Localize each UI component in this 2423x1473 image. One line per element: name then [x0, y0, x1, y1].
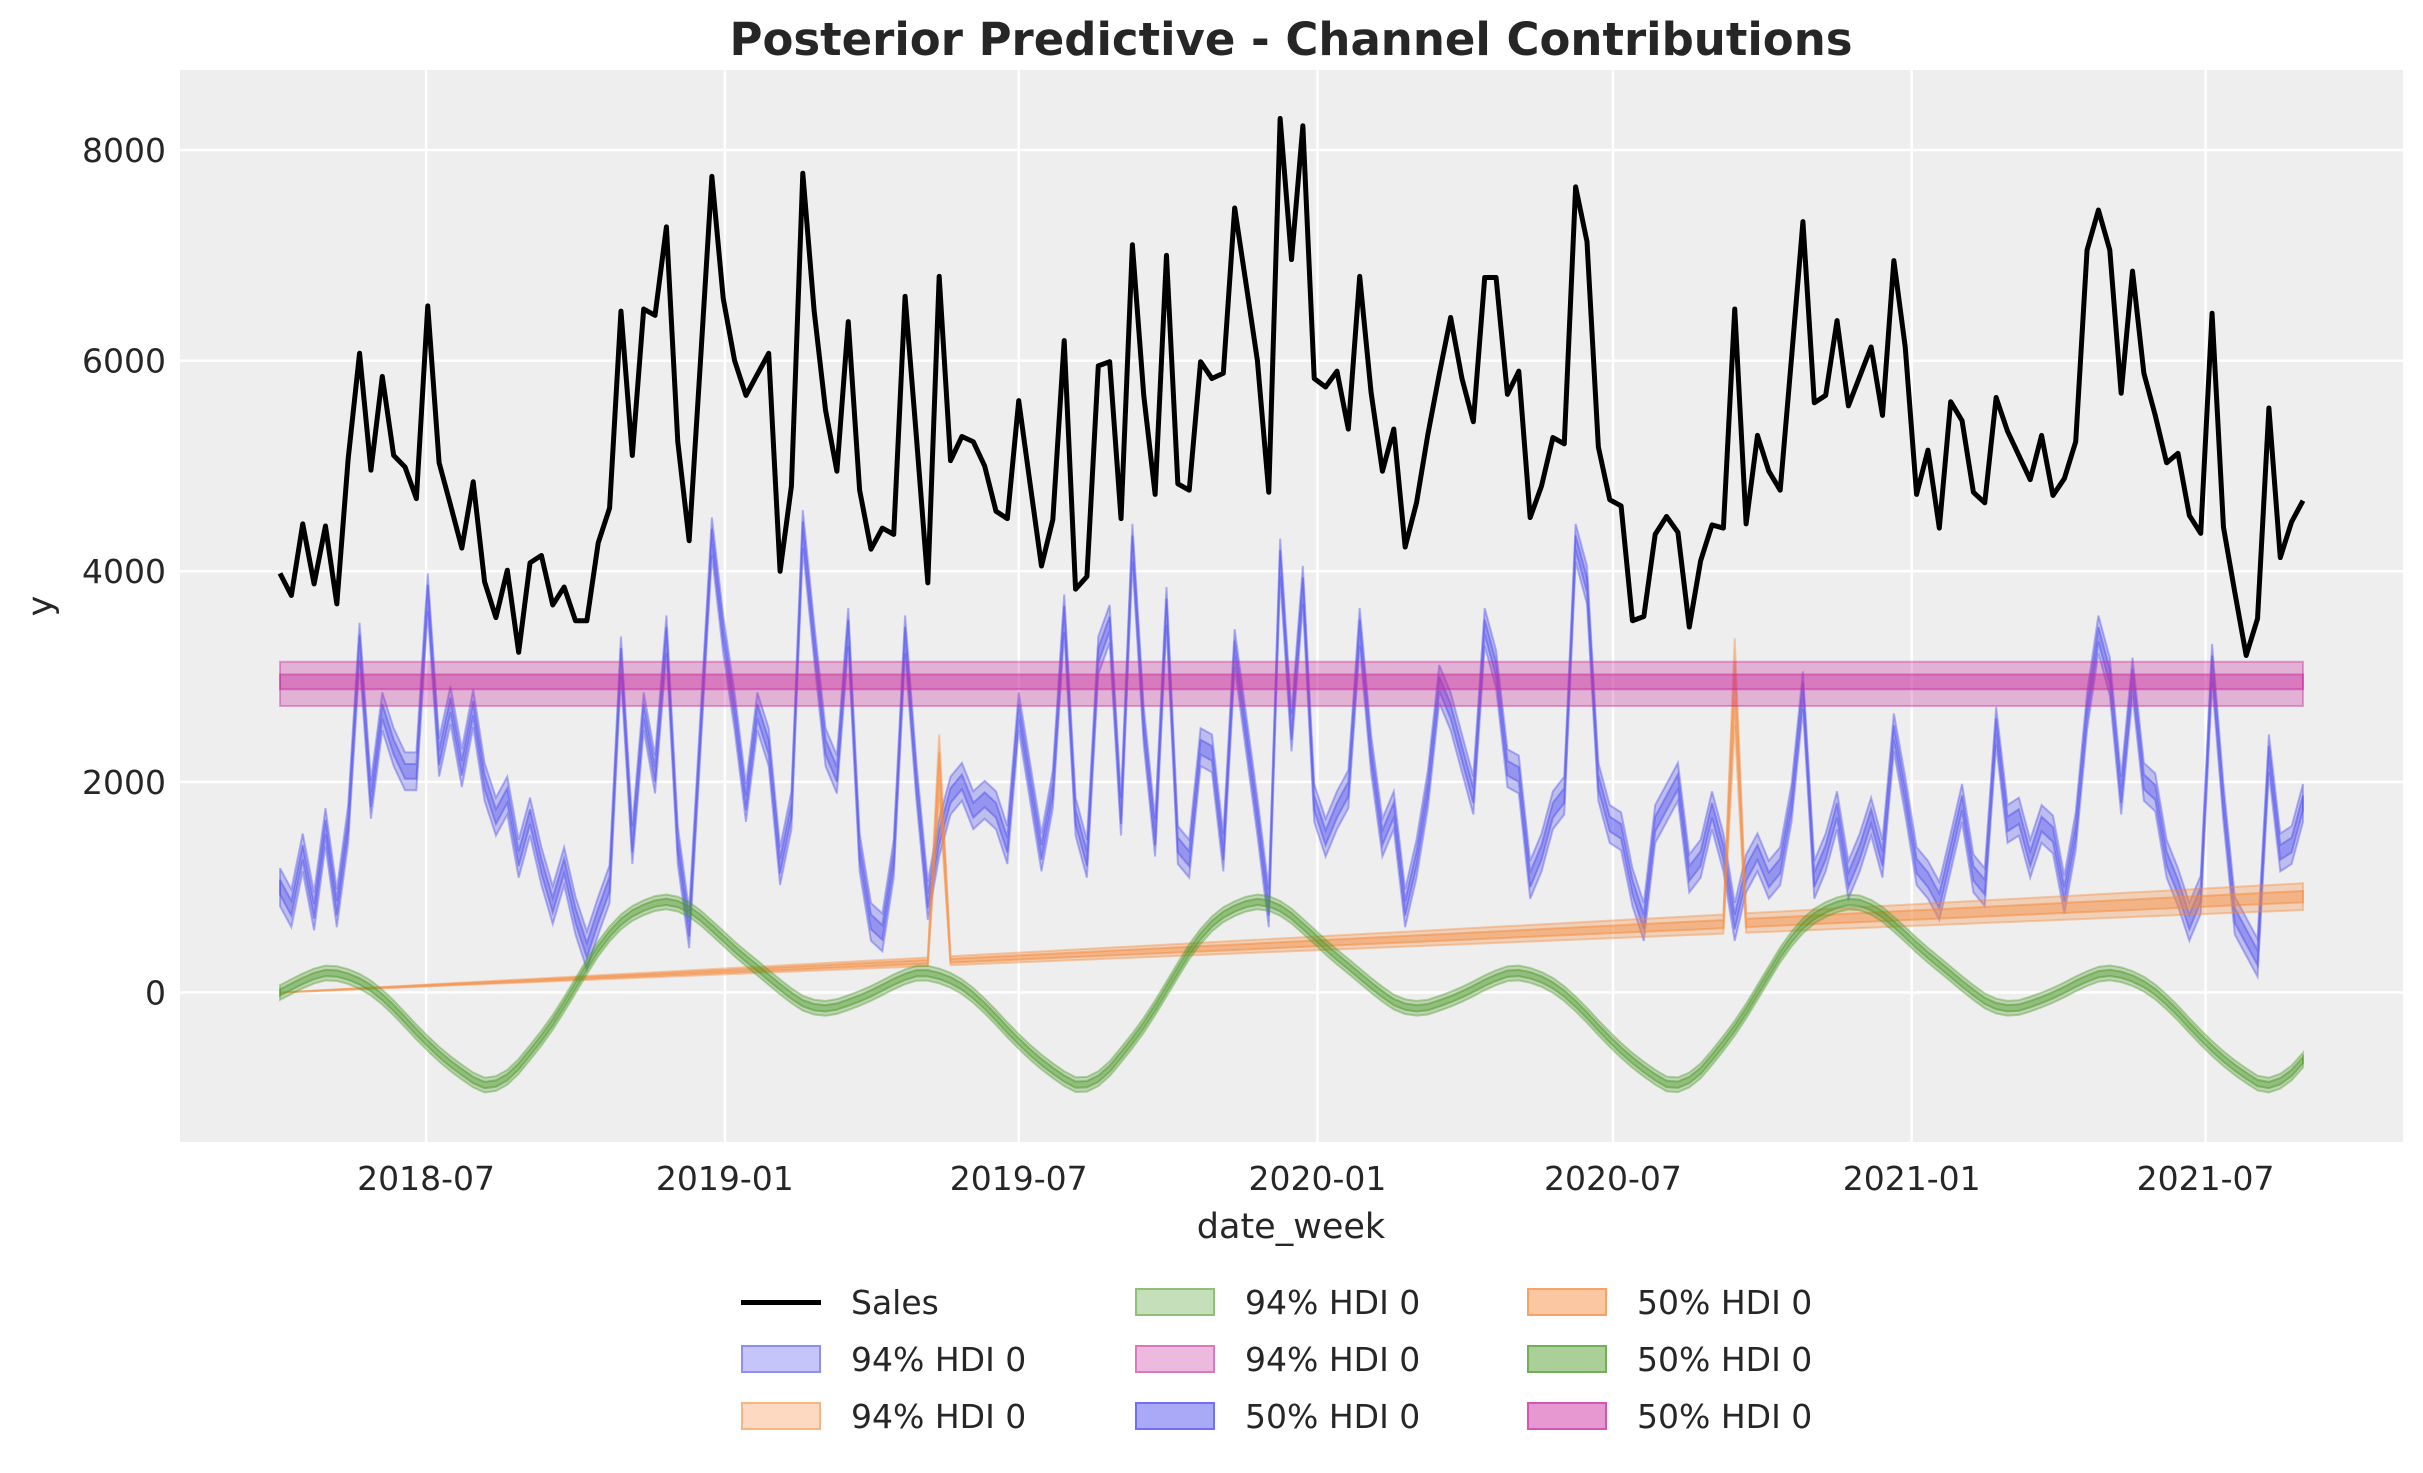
legend-item-pink-94: 94% HDI 0: [1135, 1337, 1420, 1381]
pink-hdi-94-band: [279, 660, 2304, 708]
legend-item-blue-94: 94% HDI 0: [741, 1337, 1026, 1381]
y-tick-label: 8000: [82, 131, 166, 170]
legend-label: Sales: [851, 1282, 939, 1322]
legend-swatch-blue-50: [1135, 1402, 1215, 1430]
legend-label: 94% HDI 0: [1245, 1339, 1421, 1379]
y-axis-label: y: [21, 596, 61, 617]
legend-label: 50% HDI 0: [1637, 1282, 1813, 1322]
legend-item-green-94: 94% HDI 0: [1135, 1280, 1420, 1324]
gridlines: [180, 70, 2403, 1142]
legend-swatch-green-94: [1135, 1288, 1215, 1316]
legend-item-orange-94: 94% HDI 0: [741, 1394, 1026, 1438]
legend-label: 94% HDI 0: [851, 1396, 1027, 1436]
blue-hdi-94-band: [279, 510, 2304, 981]
legend-swatch-orange-50: [1527, 1288, 1607, 1316]
blue-hdi-50-band: [279, 521, 2304, 969]
legend-label: 50% HDI 0: [1637, 1396, 1813, 1436]
x-tick-label: 2020-07: [1544, 1159, 1682, 1198]
legend-item-sales: Sales: [741, 1280, 939, 1324]
orange-hdi-50-band: [279, 663, 2304, 994]
chart-title: Posterior Predictive - Channel Contribut…: [729, 13, 1852, 66]
legend-item-orange-50: 50% HDI 0: [1527, 1280, 1812, 1324]
y-tick-label: 4000: [82, 552, 166, 591]
green-hdi-50-band: [279, 897, 2304, 1090]
x-tick-label: 2021-01: [1843, 1159, 1981, 1198]
series-layer: [277, 115, 2306, 1094]
legend-item-pink-50: 50% HDI 0: [1527, 1394, 1812, 1438]
y-tick-label: 0: [145, 973, 166, 1012]
x-axis-label: date_week: [1197, 1207, 1386, 1247]
legend-swatch-pink-50: [1527, 1402, 1607, 1430]
x-tick-label: 2021-07: [2137, 1159, 2275, 1198]
sales-line: [277, 115, 2306, 658]
legend-swatch-blue-94: [741, 1345, 821, 1373]
tick-labels: 0 2000 4000 6000 8000 2018-07 2019-01 2019-07 20…: [82, 131, 2275, 1198]
legend-swatch-orange-94: [741, 1402, 821, 1430]
legend-item-green-50: 50% HDI 0: [1527, 1337, 1812, 1381]
legend-swatch-green-50: [1527, 1345, 1607, 1373]
legend-label: 94% HDI 0: [851, 1339, 1027, 1379]
y-tick-label: 2000: [82, 763, 166, 802]
x-tick-label: 2018-07: [357, 1159, 495, 1198]
legend-label: 50% HDI 0: [1637, 1339, 1813, 1379]
legend-label: 50% HDI 0: [1245, 1396, 1421, 1436]
legend-item-blue-50: 50% HDI 0: [1135, 1394, 1420, 1438]
pink-hdi-50-band: [279, 673, 2304, 691]
legend-swatch-pink-94: [1135, 1345, 1215, 1373]
x-tick-label: 2020-01: [1249, 1159, 1387, 1198]
legend-label: 94% HDI 0: [1245, 1282, 1421, 1322]
green-hdi-94-band: [279, 893, 2304, 1094]
x-tick-label: 2019-07: [950, 1159, 1088, 1198]
y-tick-label: 6000: [82, 342, 166, 381]
legend-line-sales: [741, 1299, 821, 1305]
x-tick-label: 2019-01: [656, 1159, 794, 1198]
